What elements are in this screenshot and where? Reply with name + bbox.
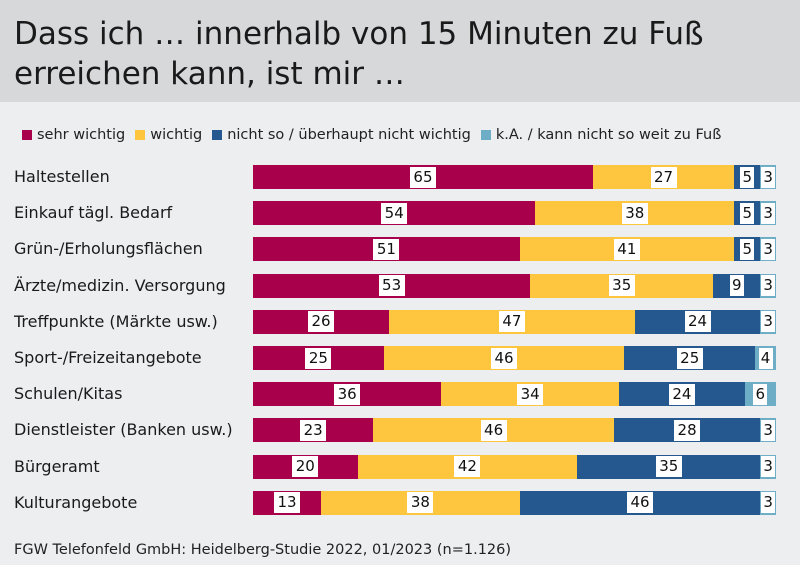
data-label: 24 xyxy=(684,311,711,333)
legend-item: sehr wichtig xyxy=(22,127,125,143)
data-label: 34 xyxy=(517,383,544,405)
data-label: 25 xyxy=(676,347,703,369)
data-label: 26 xyxy=(307,311,334,333)
data-label: 46 xyxy=(491,347,518,369)
data-label: 65 xyxy=(409,166,436,188)
legend-swatch xyxy=(212,130,223,140)
legend-swatch xyxy=(480,130,491,140)
legend-swatch xyxy=(22,130,32,140)
data-label: 51 xyxy=(373,238,400,260)
data-label: 41 xyxy=(613,238,640,260)
data-label: 35 xyxy=(655,456,682,478)
data-label: 6 xyxy=(753,383,768,405)
data-label: 36 xyxy=(334,383,361,405)
data-label: 3 xyxy=(761,456,776,478)
legend: sehr wichtig wichtig nicht so / überhaupt … xyxy=(22,122,731,148)
data-label: 3 xyxy=(761,202,776,224)
chart-title: Dass ich … innerhalb von 15 Minuten zu F… xyxy=(14,16,704,92)
data-label: 35 xyxy=(608,275,635,297)
category-label: Bürgeramt xyxy=(14,456,100,476)
data-label: 9 xyxy=(729,275,744,297)
data-label: 24 xyxy=(668,383,695,405)
data-label: 3 xyxy=(761,166,776,188)
data-label: 5 xyxy=(740,202,755,224)
category-label: Schulen/Kitas xyxy=(14,384,123,404)
data-label: 47 xyxy=(498,311,525,333)
legend-label: k.A. / kann nicht so weit zu Fuß xyxy=(495,127,722,143)
data-label: 46 xyxy=(480,419,507,441)
category-label: Grün-/Erholungsflächen xyxy=(14,239,203,259)
category-label: Treffpunkte (Märkte usw.) xyxy=(14,311,218,331)
data-label: 46 xyxy=(627,492,654,514)
data-label: 3 xyxy=(761,311,776,333)
data-label: 4 xyxy=(758,347,773,369)
data-label: 42 xyxy=(454,456,481,478)
data-label: 23 xyxy=(300,419,327,441)
data-label: 20 xyxy=(292,456,319,478)
data-label: 54 xyxy=(381,202,408,224)
category-label: Sport-/Freizeitangebote xyxy=(14,348,202,367)
data-label: 28 xyxy=(674,419,701,441)
data-label: 13 xyxy=(273,492,300,514)
category-label: Kulturangebote xyxy=(14,492,138,512)
category-label: Ärzte/medizin. Versorgung xyxy=(14,275,226,295)
legend-label: wichtig xyxy=(150,127,203,143)
category-label: Haltestellen xyxy=(14,167,110,186)
legend-item: k.A. / kann nicht so weit zu Fuß xyxy=(480,127,722,143)
data-label: 3 xyxy=(761,492,776,514)
source-footnote: FGW Telefonfeld GmbH: Heidelberg-Studie … xyxy=(14,542,512,558)
data-label: 3 xyxy=(761,419,776,441)
data-label: 27 xyxy=(650,166,677,188)
legend-swatch xyxy=(135,130,146,140)
legend-item: nicht so / überhaupt nicht wichtig xyxy=(212,127,471,143)
title-band xyxy=(0,0,800,102)
data-label: 53 xyxy=(378,275,405,297)
data-label: 38 xyxy=(407,492,434,514)
category-label: Einkauf tägl. Bedarf xyxy=(14,203,173,223)
data-label: 5 xyxy=(740,166,755,188)
data-label: 38 xyxy=(621,202,648,224)
legend-item: wichtig xyxy=(135,127,202,143)
data-label: 5 xyxy=(740,238,755,260)
data-label: 3 xyxy=(761,275,776,297)
data-label: 25 xyxy=(305,347,332,369)
category-label: Dienstleister (Banken usw.) xyxy=(14,420,233,440)
legend-label: nicht so / überhaupt nicht wichtig xyxy=(227,127,471,143)
data-label: 3 xyxy=(761,238,776,260)
legend-label: sehr wichtig xyxy=(37,127,126,143)
